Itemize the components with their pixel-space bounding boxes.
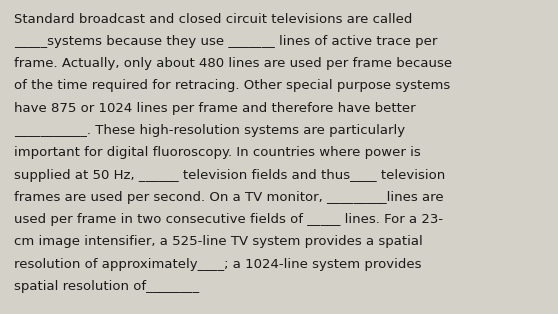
Text: frames are used per second. On a TV monitor, _________lines are: frames are used per second. On a TV moni…	[14, 191, 444, 204]
Text: ___________. These high-resolution systems are particularly: ___________. These high-resolution syste…	[14, 124, 405, 137]
Text: of the time required for retracing. Other special purpose systems: of the time required for retracing. Othe…	[14, 79, 450, 92]
Text: supplied at 50 Hz, ______ television fields and thus____ television: supplied at 50 Hz, ______ television fie…	[14, 169, 445, 181]
Text: used per frame in two consecutive fields of _____ lines. For a 23-: used per frame in two consecutive fields…	[14, 213, 443, 226]
Text: _____systems because they use _______ lines of active trace per: _____systems because they use _______ li…	[14, 35, 437, 48]
Text: spatial resolution of________: spatial resolution of________	[14, 280, 199, 293]
Text: cm image intensifier, a 525-line TV system provides a spatial: cm image intensifier, a 525-line TV syst…	[14, 236, 423, 248]
Text: Standard broadcast and closed circuit televisions are called: Standard broadcast and closed circuit te…	[14, 13, 412, 25]
Text: important for digital fluoroscopy. In countries where power is: important for digital fluoroscopy. In co…	[14, 146, 421, 159]
Text: have 875 or 1024 lines per frame and therefore have better: have 875 or 1024 lines per frame and the…	[14, 102, 416, 115]
Text: frame. Actually, only about 480 lines are used per frame because: frame. Actually, only about 480 lines ar…	[14, 57, 452, 70]
Text: resolution of approximately____; a 1024-line system provides: resolution of approximately____; a 1024-…	[14, 258, 421, 271]
